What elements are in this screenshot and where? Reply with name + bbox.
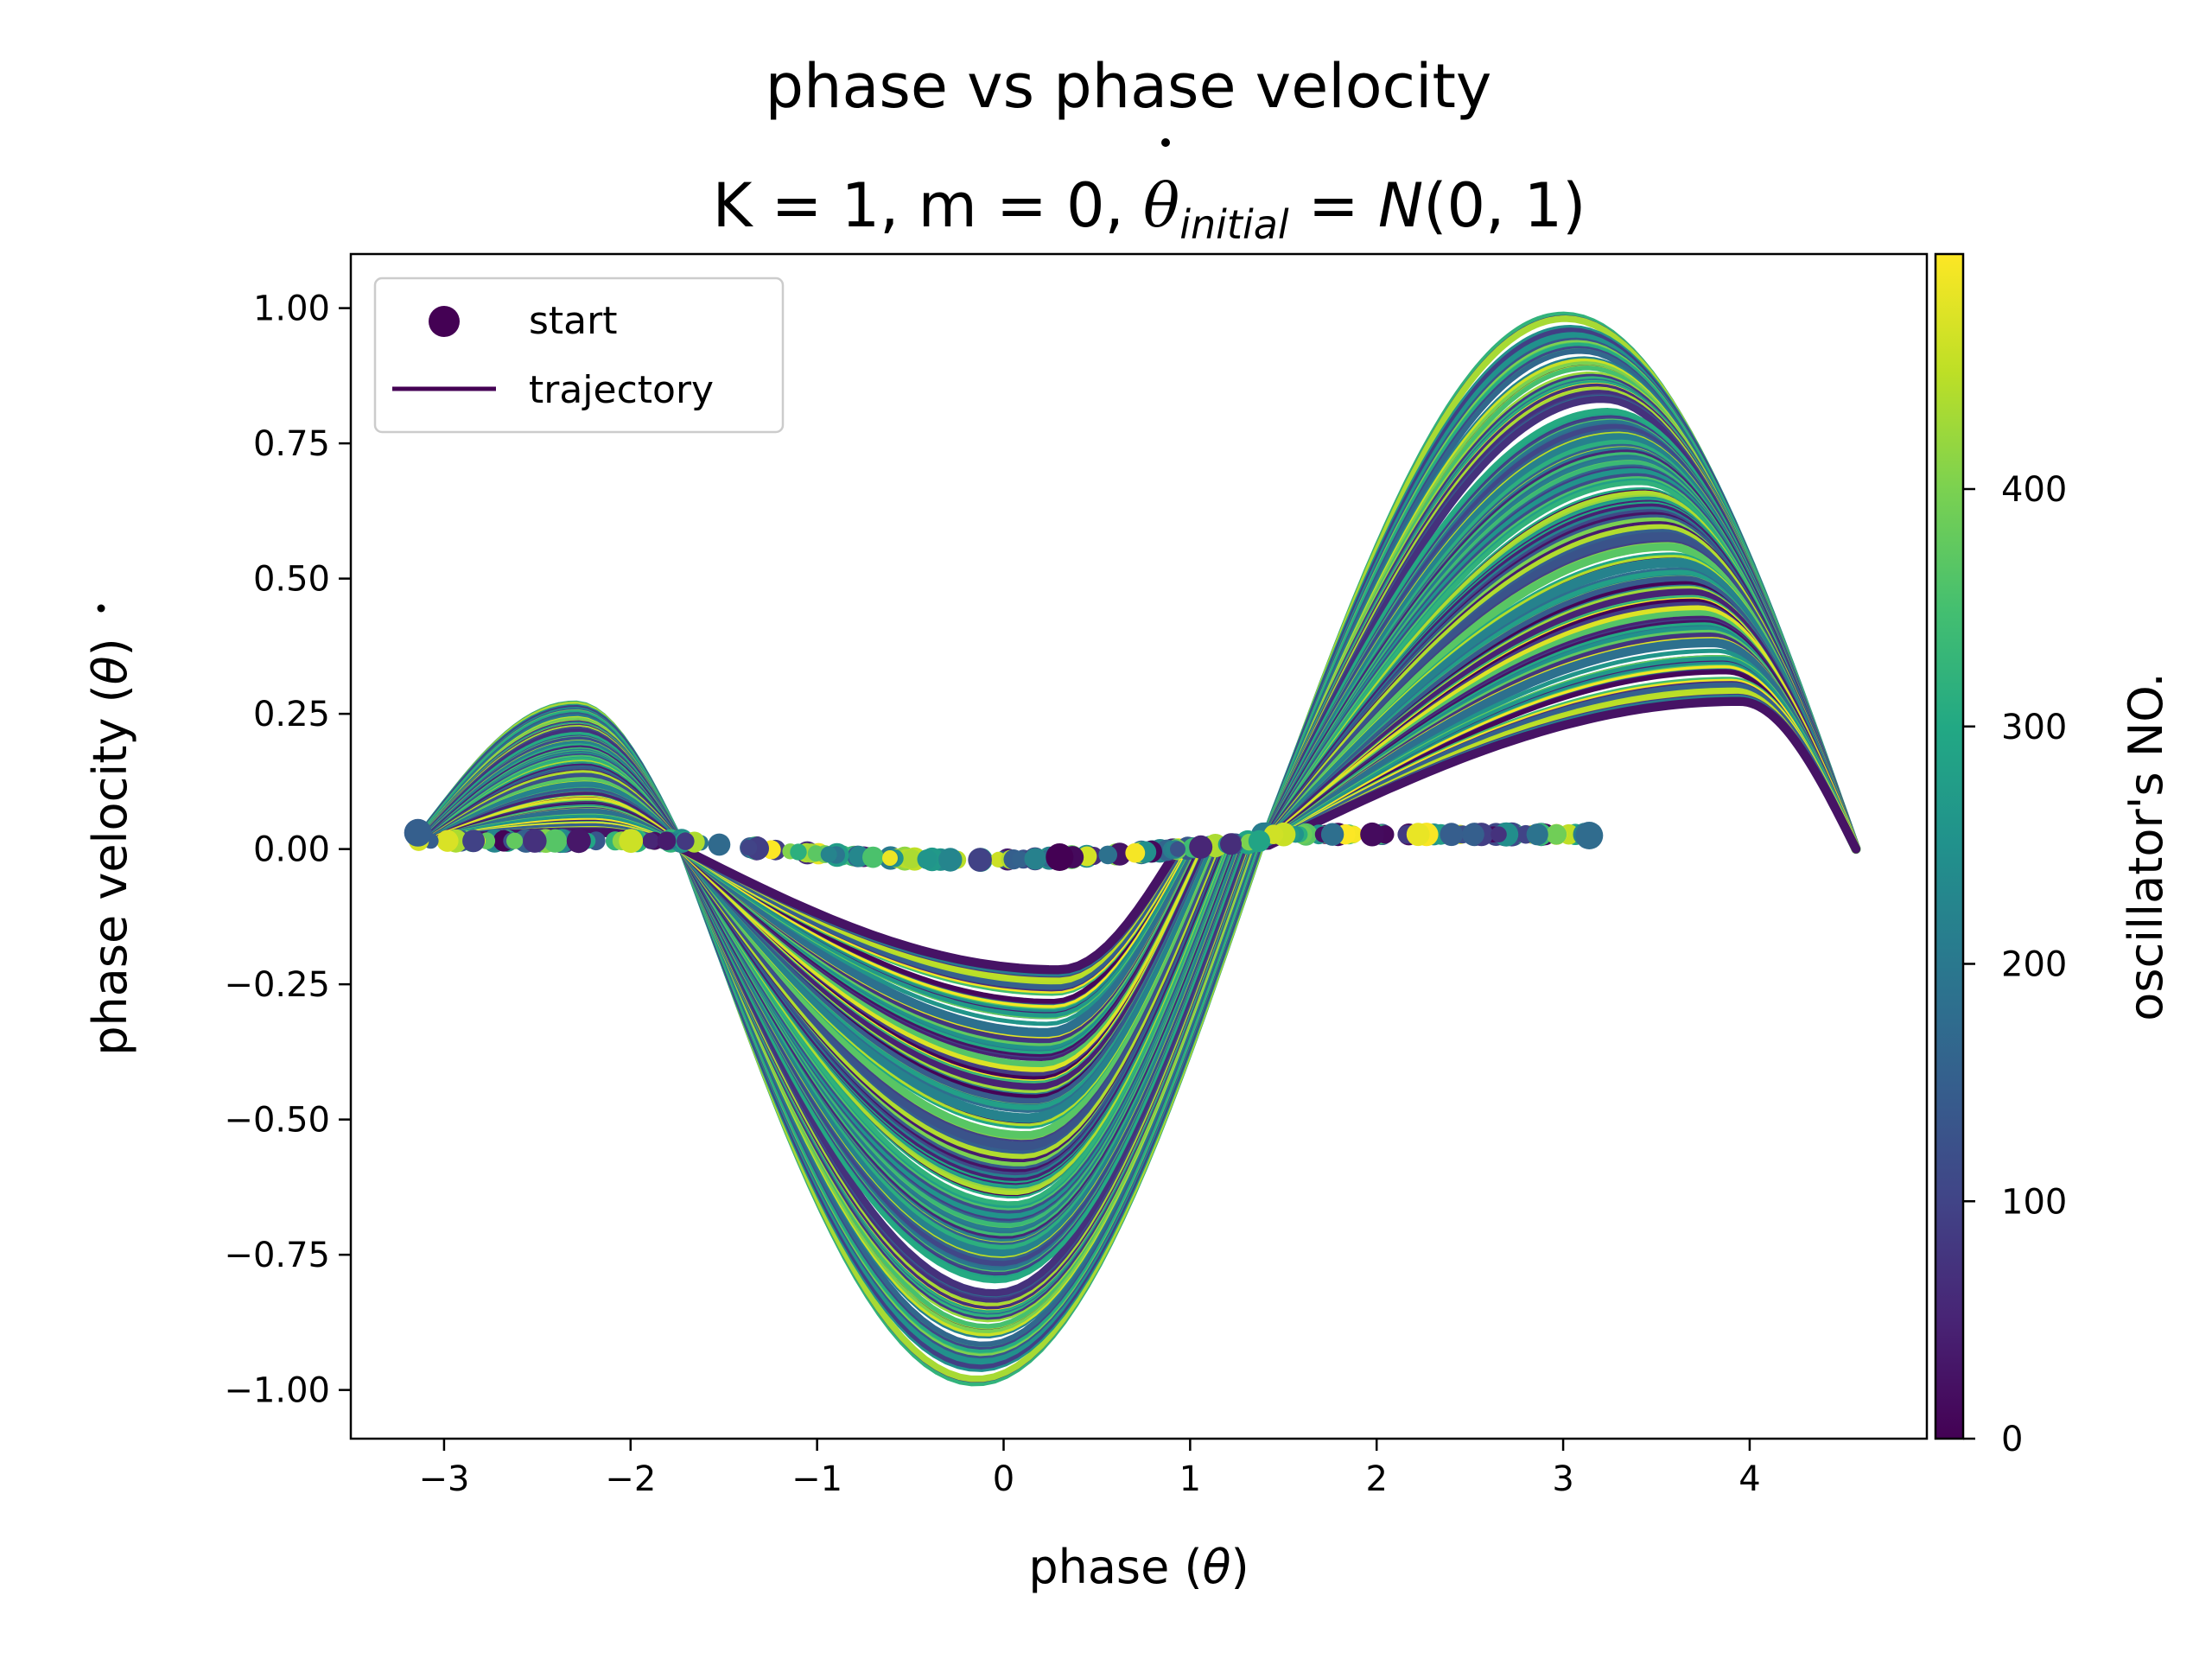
subtitle-subscript: initial (1179, 201, 1289, 248)
y-axis-ticks: 1.00 0.75 0.50 0.25 0.00 −0.25 −0.50 −0.75 −1.00 (224, 289, 351, 1411)
subtitle-args: (0, 1) (1423, 170, 1586, 241)
start-marker (1406, 823, 1430, 847)
y-axis-title-theta-dot (97, 604, 105, 613)
x-axis-ticks: −3 −2 −1 0 1 2 3 4 (418, 1439, 1761, 1499)
start-marker (807, 845, 824, 862)
start-marker (1320, 823, 1344, 846)
y-tick-label: −0.25 (224, 965, 330, 1005)
start-marker (1170, 841, 1185, 857)
x-tick-label: 3 (1552, 1459, 1573, 1499)
start-marker (677, 832, 695, 850)
colorbar-tick-label: 200 (2001, 945, 2067, 985)
start-marker (1575, 822, 1604, 849)
start-marker (566, 829, 591, 854)
start-marker (436, 830, 459, 852)
colorbar-gradient (1934, 252, 1965, 1440)
legend: start trajectory (373, 276, 785, 434)
legend-trajectory-label: trajectory (529, 368, 714, 412)
start-marker (741, 839, 758, 856)
start-marker (1046, 843, 1074, 871)
start-marker (1125, 842, 1146, 863)
start-marker (1546, 823, 1567, 845)
chart-title: phase vs phase velocity (766, 51, 1492, 122)
legend-start-marker (429, 306, 460, 337)
start-marker (543, 829, 568, 853)
start-marker (619, 829, 644, 854)
start-marker (1360, 822, 1384, 847)
start-marker (1440, 823, 1464, 847)
start-marker (1098, 845, 1117, 865)
start-marker (1189, 835, 1213, 859)
start-marker (820, 846, 837, 863)
start-markers (404, 818, 1604, 872)
colorbar-tick-label: 100 (2001, 1182, 2067, 1222)
subtitle-distribution: N (1378, 170, 1423, 241)
start-marker (1024, 848, 1046, 870)
y-tick-label: 0.50 (253, 560, 330, 600)
start-marker (1012, 850, 1029, 868)
plot-frame (349, 252, 1929, 1440)
y-tick-label: −0.75 (224, 1236, 330, 1275)
y-tick-label: −1.00 (224, 1371, 330, 1411)
subtitle-equals: = (1289, 170, 1378, 241)
start-marker (1491, 826, 1507, 842)
start-marker (917, 849, 938, 869)
start-marker (1526, 823, 1548, 846)
x-tick-label: −2 (605, 1459, 656, 1499)
y-axis-title: phase velocity (θ) (83, 638, 137, 1056)
legend-box (373, 276, 785, 434)
start-marker (404, 818, 432, 847)
start-marker (1248, 830, 1270, 853)
start-marker (938, 848, 963, 872)
x-axis-title: phase (θ) (1028, 1540, 1249, 1594)
y-tick-label: 1.00 (253, 289, 330, 329)
start-marker (523, 829, 547, 853)
start-marker (968, 848, 992, 872)
start-marker (1220, 833, 1242, 855)
y-tick-label: −0.50 (224, 1101, 330, 1141)
y-tick-label: 0.75 (253, 424, 330, 464)
x-tick-label: 4 (1738, 1459, 1760, 1499)
colorbar-tick-label: 400 (2001, 470, 2067, 510)
start-marker (657, 831, 677, 850)
start-marker (506, 832, 524, 849)
x-tick-label: 2 (1365, 1459, 1387, 1499)
y-tick-label: 0.25 (253, 695, 330, 734)
x-tick-label: −3 (418, 1459, 469, 1499)
start-marker (862, 846, 884, 868)
start-marker (462, 830, 486, 853)
subtitle-k-part: K = 1, m = 0, (713, 170, 1143, 241)
colorbar: 0 100 200 300 400 oscillator's NO. (1934, 252, 2173, 1459)
start-marker (790, 843, 807, 861)
start-marker (642, 832, 659, 849)
chart-subtitle: K = 1, m = 0, θinitial = N(0, 1) (713, 170, 1586, 248)
colorbar-ticks: 0 100 200 300 400 (1963, 470, 2067, 1459)
subtitle-theta-dot-mark (1161, 138, 1170, 147)
x-tick-label: 1 (1179, 1459, 1201, 1499)
legend-start-label: start (529, 299, 617, 343)
x-tick-label: 0 (993, 1459, 1014, 1499)
start-marker (708, 833, 731, 856)
colorbar-tick-label: 0 (2001, 1420, 2023, 1459)
colorbar-tick-label: 300 (2001, 708, 2067, 747)
x-tick-label: −1 (791, 1459, 842, 1499)
y-tick-label: 0.00 (253, 830, 330, 870)
colorbar-label: oscillator's NO. (2119, 672, 2173, 1020)
start-marker (1462, 823, 1484, 846)
subtitle-theta-dot: θ (1143, 170, 1179, 241)
start-marker (882, 850, 898, 866)
start-marker (902, 849, 922, 869)
